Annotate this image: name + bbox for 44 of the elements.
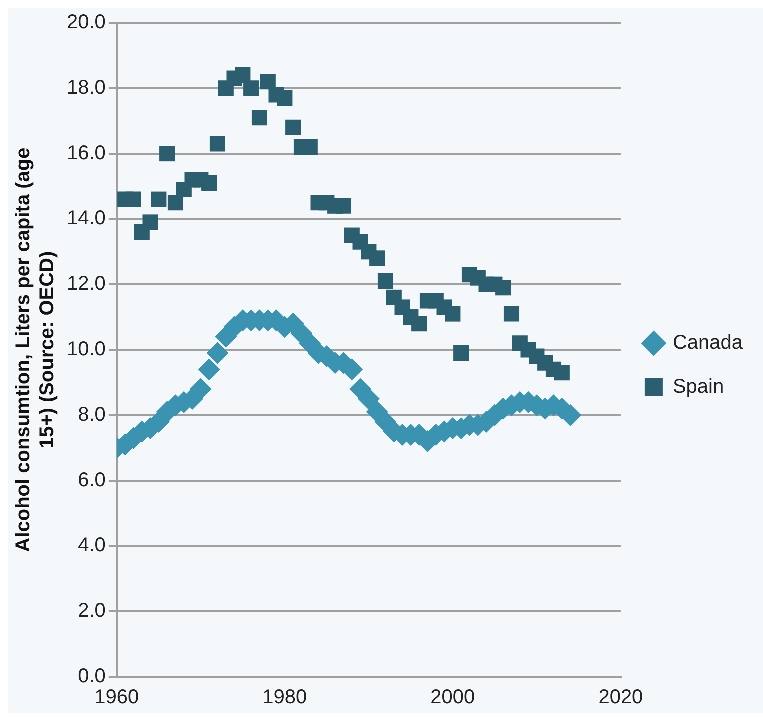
point (244, 80, 260, 96)
point (168, 195, 184, 211)
x-tick-label: 2020 (598, 686, 644, 709)
point (142, 214, 158, 230)
y-tick-label: 20.0 (66, 12, 106, 34)
point (445, 306, 461, 322)
point (202, 175, 218, 192)
point (198, 358, 220, 381)
point (336, 198, 352, 214)
point (210, 136, 226, 152)
y-tick-label: 10.0 (66, 338, 106, 361)
x-tick-label: 1960 (94, 686, 140, 709)
point (126, 192, 142, 208)
y-tick-label: 14.0 (66, 208, 106, 230)
y-tick-label: 2.0 (78, 600, 106, 622)
x-tick-label: 1980 (262, 686, 308, 709)
point (235, 68, 251, 84)
y-tick-label: 0.0 (78, 666, 106, 688)
point (260, 74, 276, 90)
point (370, 250, 386, 266)
point (190, 378, 212, 400)
point (454, 345, 470, 362)
point (286, 120, 302, 136)
point (412, 316, 428, 332)
point (206, 342, 229, 364)
y-tick-label: 6.0 (78, 469, 106, 492)
legend-label: Canada (672, 332, 744, 354)
y-tick-label: 4.0 (78, 534, 106, 557)
point (252, 110, 268, 126)
point (496, 280, 512, 296)
y-tick-label: 12.0 (66, 273, 106, 296)
point (358, 388, 380, 410)
y-tick-label: 8.0 (78, 404, 106, 426)
y-tick-label: 16.0 (66, 142, 106, 164)
x-tick-label: 2000 (430, 686, 476, 709)
point (504, 306, 520, 322)
point (277, 90, 293, 106)
y-tick-label: 18.0 (66, 76, 106, 99)
legend-label: Spain (672, 376, 724, 398)
point (151, 192, 167, 208)
point (378, 274, 394, 290)
point (554, 365, 570, 381)
y-axis-title: Alcohol consumtion, Liters per capita (age 15+) (Source: OECD) (12, 148, 59, 552)
point (160, 146, 176, 162)
